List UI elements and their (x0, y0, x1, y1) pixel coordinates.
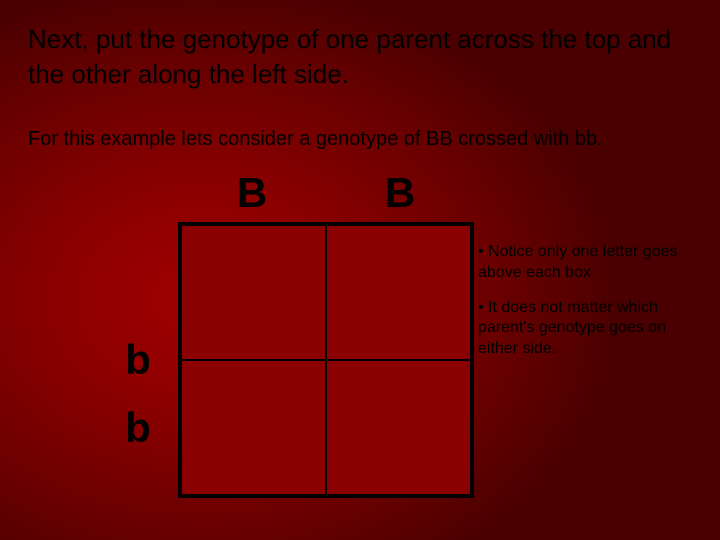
note-bullet-2: • It does not matter which parent's geno… (478, 298, 696, 360)
note-bullet-1: • Notice only one letter goes above each… (478, 242, 696, 284)
grid-cell-1-2 (326, 225, 471, 360)
grid-cell-1-1 (181, 225, 326, 360)
top-allele-row: B B (98, 170, 474, 222)
grid-inner-row-1 (181, 225, 471, 360)
heading-text: Next, put the genotype of one parent acr… (28, 22, 688, 92)
subheading-text: For this example lets consider a genotyp… (28, 126, 698, 152)
grid-cell-2-2 (326, 360, 471, 495)
notes-block: • Notice only one letter goes above each… (478, 242, 696, 374)
side-allele-2: b (98, 360, 178, 495)
top-spacer (98, 170, 178, 222)
grid-inner-row-2 (181, 360, 471, 495)
top-allele-2: B (326, 170, 474, 222)
top-allele-1: B (178, 170, 326, 222)
side-row-2: b (98, 360, 178, 495)
grid-cell-2-1 (181, 360, 326, 495)
punnett-square: B B b b (98, 170, 474, 498)
grid-outer (178, 222, 474, 498)
